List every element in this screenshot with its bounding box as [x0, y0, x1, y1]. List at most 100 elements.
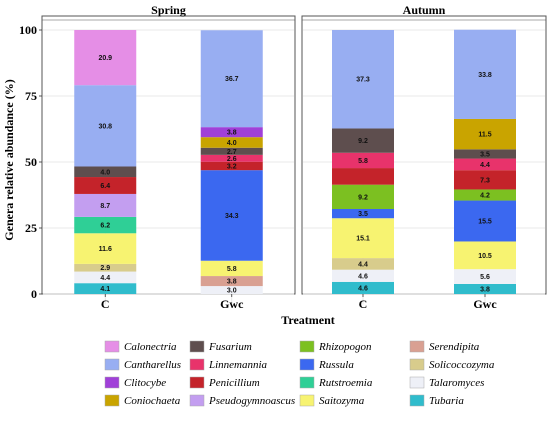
legend: Calonectria Cantharellus Clitocybe Coniocha… — [104, 340, 495, 407]
segment-talaromyces — [454, 269, 516, 284]
segment-russula — [200, 170, 263, 261]
legend-item-saitozyma: Saitozyma — [299, 394, 365, 407]
x-axis-title: Treatment — [281, 313, 335, 327]
legend-item-fusarium: Fusarium — [189, 340, 252, 353]
x-tick-label: C — [101, 297, 110, 311]
y-axis-title: Genera relative abundance (%) — [2, 79, 16, 240]
segment-label: 4.1 — [100, 286, 110, 293]
segment-label: 11.6 — [99, 246, 112, 253]
legend-item-rhizopogon: Rhizopogon — [299, 340, 372, 353]
legend-swatch — [299, 340, 315, 353]
legend-label: Solicoccozyma — [429, 359, 495, 371]
bar-c: 4.6 4.6 4.4 15.1 3.5 9.2 5.8 9.2 37.3 C — [332, 30, 394, 311]
legend-swatch — [409, 358, 425, 371]
segment-label: 4.6 — [358, 273, 368, 280]
segment-label: 2.6 — [227, 156, 237, 163]
segment-rhizopogon — [454, 189, 516, 201]
segment-label: 8.7 — [100, 203, 110, 210]
segment-rhizopogon — [332, 184, 394, 209]
legend-item-calonectria: Calonectria — [104, 340, 177, 353]
legend-label: Rutstroemia — [318, 377, 373, 389]
segment-rutstroemia — [74, 216, 137, 234]
segment-coniochaeta — [200, 137, 263, 148]
segment-linnemannia — [200, 154, 263, 162]
segment-label: 15.5 — [478, 219, 492, 226]
legend-label: Tubaria — [429, 395, 464, 407]
segment-label: 4.0 — [100, 169, 110, 176]
legend-label: Rhizopogon — [318, 341, 372, 353]
panel-title: Spring — [151, 3, 186, 17]
segment-label: 3.0 — [227, 288, 237, 295]
y-tick-label: 75 — [25, 89, 37, 103]
legend-swatch — [189, 358, 205, 371]
segment-label: 3.8 — [227, 279, 237, 286]
legend-swatch — [104, 358, 120, 371]
segment-tubaria — [74, 283, 137, 294]
y-tick-label: 25 — [25, 221, 37, 235]
bar-c: 4.1 4.4 2.9 11.6 6.2 8.7 6.4 4.0 30.8 20.9 C — [74, 30, 137, 311]
legend-item-clitocybe: Clitocybe — [104, 376, 166, 389]
segment-fusarium — [454, 149, 516, 159]
bar-gwc: 3.0 3.8 5.8 34.3 3.22.62.7 4.0 3.8 36.7 Gwc — [200, 30, 263, 311]
segment-label: 6.2 — [100, 223, 110, 230]
legend-swatch — [409, 340, 425, 353]
segment-label: 37.3 — [356, 77, 370, 84]
segment-label: 30.8 — [98, 123, 112, 130]
segment-label: 10.5 — [478, 253, 492, 260]
legend-item-pseudogymnoascus: Pseudogymnoascus — [189, 394, 295, 407]
segment-cantharellus — [74, 85, 137, 167]
segment-label: 7.3 — [480, 177, 490, 184]
segment-label: 3.5 — [358, 211, 368, 218]
panel-autumn: Autumn 4.6 4.6 4.4 15.1 3.5 9.2 5.8 9.2 37.3 C 3.8 5… — [301, 3, 547, 311]
segment-label: 6.4 — [100, 183, 110, 190]
segment-clitocybe — [200, 127, 263, 138]
segment-fusarium — [74, 166, 137, 178]
legend-item-cantharellus: Cantharellus — [104, 358, 181, 371]
legend-label: Saitozyma — [319, 395, 365, 407]
legend-item-talaromyces: Talaromyces — [409, 376, 484, 389]
segment-talaromyces — [332, 269, 394, 282]
segment-label: 4.4 — [480, 162, 490, 169]
legend-item-linnemannia: Linnemannia — [189, 358, 268, 371]
segment-label: 3.5 — [480, 151, 490, 158]
segment-label: 4.4 — [100, 275, 110, 282]
legend-swatch — [299, 358, 315, 371]
segment-label: 2.7 — [227, 149, 237, 156]
x-tick-label: C — [359, 297, 368, 311]
segment-label: 3.8 — [227, 130, 237, 137]
segment-label: 5.8 — [358, 158, 368, 165]
segment-label: 33.8 — [478, 72, 492, 79]
legend-label: Pseudogymnoascus — [208, 395, 295, 407]
segment-saitozyma — [332, 218, 394, 259]
segment-label: 34.3 — [225, 213, 239, 220]
segment-penicillium — [74, 177, 137, 194]
legend-swatch — [409, 394, 425, 407]
segment-serendipita — [200, 276, 263, 287]
segment-talaromyces — [200, 286, 263, 294]
segment-solicoccozyma — [74, 263, 137, 272]
segment-russula — [454, 200, 516, 242]
segment-penicillium — [200, 161, 263, 171]
legend-label: Serendipita — [429, 341, 480, 353]
segment-penicillium — [332, 168, 394, 185]
segment-label: 4.4 — [358, 261, 368, 268]
legend-label: Linnemannia — [208, 359, 268, 371]
segment-solicoccozyma — [332, 258, 394, 270]
segment-label: 20.9 — [98, 55, 112, 62]
segment-fusarium — [200, 147, 263, 155]
legend-label: Calonectria — [124, 341, 177, 353]
segment-label: 36.7 — [225, 76, 239, 83]
segment-label: 2.9 — [100, 265, 110, 272]
legend-swatch — [104, 394, 120, 407]
segment-label: 3.8 — [480, 286, 490, 293]
segment-talaromyces — [74, 271, 137, 284]
segment-linnemannia — [332, 152, 394, 169]
segment-label: 9.2 — [358, 138, 368, 145]
bar-gwc: 3.8 5.6 10.5 15.5 4.2 7.3 4.4 3.5 11.5 33.8 Gwc — [454, 29, 516, 311]
segment-cantharellus — [454, 29, 516, 119]
segment-linnemannia — [454, 158, 516, 171]
legend-label: Talaromyces — [429, 377, 484, 389]
legend-swatch — [299, 376, 315, 389]
segment-pseudogymnoascus — [74, 193, 137, 217]
legend-swatch — [104, 376, 120, 389]
